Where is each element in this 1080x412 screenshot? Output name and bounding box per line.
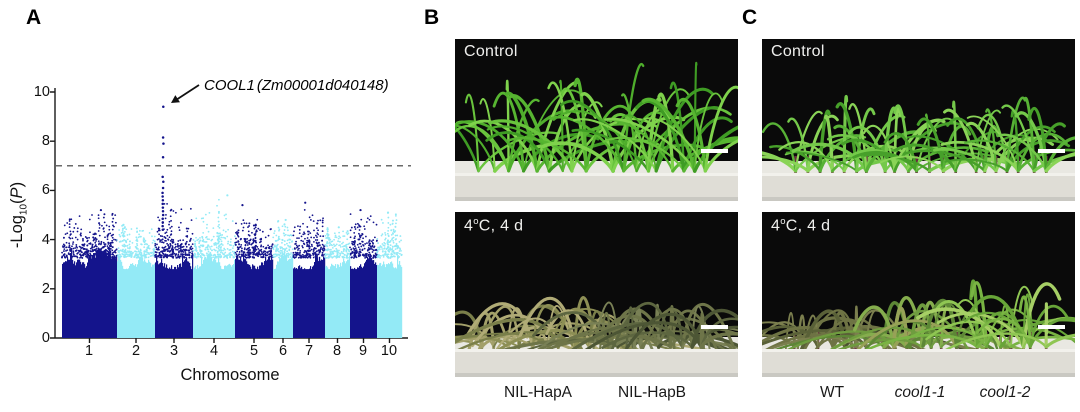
y-tick-0: 0 <box>41 330 50 346</box>
plants-photo-image <box>762 39 1075 201</box>
photo-c-control: Control <box>762 39 1075 201</box>
scale-bar <box>701 149 728 153</box>
x-tick-chr3: 3 <box>169 343 179 359</box>
x-tick-chr10: 10 <box>380 343 398 359</box>
genotype-label-cool1-1: cool1-1 <box>894 384 946 401</box>
manhattan-plot: -Log10(P) 0 2 4 6 8 10 1 2 3 4 5 6 7 8 9… <box>0 0 420 412</box>
scale-bar <box>701 325 728 329</box>
x-tick-chr5: 5 <box>249 343 259 359</box>
manhattan-canvas <box>0 0 420 412</box>
x-tick-chr8: 8 <box>332 343 342 359</box>
condition-label-control: Control <box>771 43 825 60</box>
gwas-peak-annotation: COOL1 (Zm00001d040148) <box>204 77 389 94</box>
plants-photo-image <box>762 212 1075 377</box>
condition-label-control: Control <box>464 43 518 60</box>
x-tick-chr2: 2 <box>131 343 141 359</box>
gene-id: (Zm00001d040148) <box>256 77 389 94</box>
x-tick-chr1: 1 <box>84 343 94 359</box>
y-axis-label: -Log10(P) <box>8 181 30 249</box>
plants-photo-image <box>455 212 738 377</box>
genotype-label-cool1-2: cool1-2 <box>979 384 1031 401</box>
genotype-label-wt: WT <box>819 384 845 401</box>
scale-bar <box>1038 325 1065 329</box>
scale-bar <box>1038 149 1065 153</box>
condition-label-cold: 4oC, 4 d <box>464 216 524 235</box>
y-tick-8: 8 <box>41 133 50 149</box>
y-tick-4: 4 <box>41 232 50 248</box>
photo-c-cold: 4oC, 4 d <box>762 212 1075 377</box>
photo-b-cold: 4oC, 4 d <box>455 212 738 377</box>
condition-label-cold: 4oC, 4 d <box>771 216 831 235</box>
genotype-label-nil-hapb: NIL-HapB <box>617 384 687 401</box>
plants-photo-image <box>455 39 738 201</box>
x-tick-chr9: 9 <box>358 343 368 359</box>
x-axis-title: Chromosome <box>180 366 280 384</box>
gene-name: COOL1 <box>204 77 255 94</box>
photo-b-control: Control <box>455 39 738 201</box>
x-tick-chr7: 7 <box>304 343 314 359</box>
y-tick-2: 2 <box>41 281 50 297</box>
x-tick-chr4: 4 <box>209 343 219 359</box>
genotype-label-nil-hapa: NIL-HapA <box>503 384 573 401</box>
panel-c-letter: C <box>742 6 758 29</box>
y-tick-10: 10 <box>33 84 50 100</box>
y-tick-6: 6 <box>41 182 50 198</box>
panel-b-letter: B <box>424 6 440 29</box>
x-tick-chr6: 6 <box>278 343 288 359</box>
